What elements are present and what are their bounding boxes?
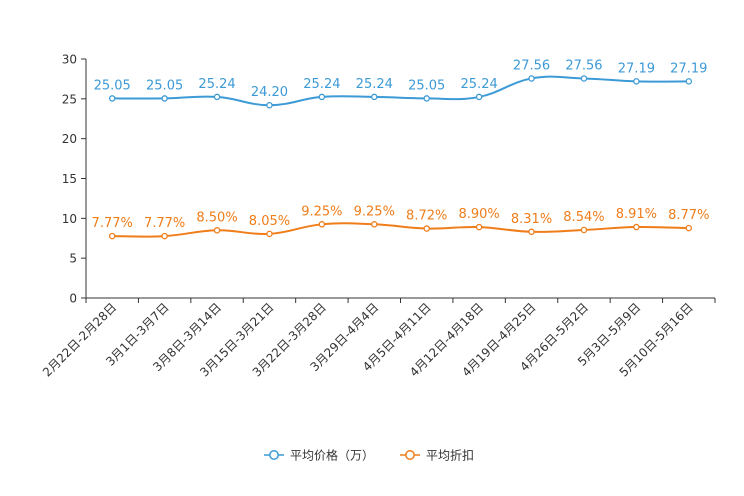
legend-item-1[interactable]: 平均折扣 — [400, 448, 474, 463]
series-lines — [108, 75, 693, 240]
data-point[interactable] — [528, 228, 535, 236]
legend-marker-icon — [405, 450, 415, 460]
data-point[interactable] — [580, 226, 588, 234]
data-label: 25.24 — [461, 77, 498, 92]
data-label: 27.56 — [513, 58, 550, 73]
data-point[interactable] — [528, 75, 535, 82]
data-label: 7.77% — [144, 216, 185, 231]
data-label: 8.72% — [406, 209, 447, 224]
data-point[interactable] — [371, 221, 378, 228]
legend-label: 平均折扣 — [426, 448, 474, 463]
series-line-0 — [112, 75, 689, 107]
y-tick-label: 5 — [69, 252, 77, 266]
y-tick-label: 20 — [62, 132, 77, 146]
data-label: 8.91% — [616, 207, 657, 222]
data-label: 8.54% — [563, 210, 604, 225]
data-label: 24.20 — [251, 85, 288, 100]
legend-label: 平均价格（万） — [290, 448, 374, 463]
data-point[interactable] — [108, 232, 116, 240]
data-label: 27.19 — [670, 61, 707, 76]
data-point[interactable] — [318, 93, 326, 101]
legend[interactable]: 平均价格（万） 平均折扣 — [264, 448, 474, 463]
data-point[interactable] — [161, 95, 168, 102]
legend-item-0[interactable]: 平均价格（万） — [264, 448, 374, 463]
data-label: 8.05% — [249, 214, 290, 229]
data-label: 25.05 — [408, 78, 445, 93]
data-point[interactable] — [371, 93, 378, 101]
x-tick-label: 2月22日-2月28日 — [40, 300, 119, 379]
data-label: 9.25% — [301, 204, 342, 219]
series-line-1 — [112, 222, 689, 238]
data-label: 8.50% — [196, 210, 237, 225]
data-point[interactable] — [633, 78, 640, 85]
data-label: 7.77% — [92, 216, 133, 231]
y-tick-label: 15 — [62, 172, 77, 186]
data-point[interactable] — [161, 232, 168, 240]
data-point[interactable] — [685, 224, 693, 232]
data-label: 8.31% — [511, 212, 552, 227]
y-tick-label: 30 — [62, 53, 77, 67]
data-point[interactable] — [423, 225, 430, 232]
data-point[interactable] — [213, 227, 221, 234]
data-label: 27.56 — [565, 58, 602, 73]
data-point[interactable] — [213, 93, 221, 101]
data-point[interactable] — [423, 95, 430, 102]
data-label: 8.90% — [458, 207, 499, 222]
data-label: 25.24 — [198, 77, 235, 92]
y-tick-label: 0 — [69, 292, 77, 306]
data-labels: 25.05 25.05 25.24 24.20 25.24 25.24 25.05 25.24… — [92, 58, 710, 231]
data-point[interactable] — [475, 223, 483, 231]
data-label: 25.05 — [94, 78, 131, 93]
data-point[interactable] — [633, 223, 640, 231]
data-point[interactable] — [475, 93, 483, 101]
data-point[interactable] — [266, 101, 273, 109]
y-tick-label: 10 — [62, 212, 77, 226]
data-label: 8.77% — [668, 208, 709, 223]
data-label: 25.24 — [356, 77, 393, 92]
data-point[interactable] — [580, 75, 588, 82]
y-tick-label: 25 — [62, 92, 77, 106]
data-point[interactable] — [108, 95, 116, 102]
data-label: 25.24 — [303, 77, 340, 92]
data-label: 27.19 — [618, 61, 655, 76]
data-label: 25.05 — [146, 78, 183, 93]
data-point[interactable] — [685, 78, 693, 85]
data-point[interactable] — [266, 230, 273, 238]
legend-marker-icon — [269, 450, 279, 460]
data-point[interactable] — [318, 221, 326, 228]
data-label: 9.25% — [354, 204, 395, 219]
